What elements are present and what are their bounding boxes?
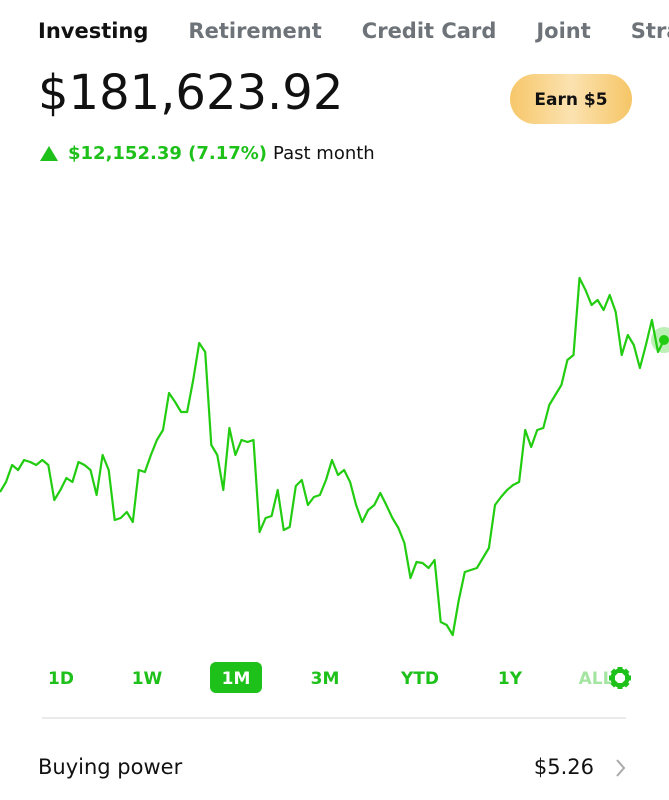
range-button[interactable]: 1D xyxy=(48,669,74,689)
chevron xyxy=(616,759,626,777)
settings-icon[interactable] xyxy=(609,667,631,689)
account-tab[interactable]: Strategies xyxy=(631,19,669,43)
gear-ring xyxy=(610,668,630,688)
change-amount: $12,152.39 (7.17%) xyxy=(68,143,267,164)
account-tab[interactable]: Credit Card xyxy=(362,19,497,43)
range-button[interactable]: YTD xyxy=(400,669,439,689)
account-tab[interactable]: Investing xyxy=(38,19,148,43)
price-line xyxy=(0,276,665,637)
account-tab[interactable]: Joint xyxy=(534,19,590,43)
earn-button-label: Earn $5 xyxy=(534,90,607,110)
range-button[interactable]: 1Y xyxy=(498,669,523,689)
range-button[interactable]: 1W xyxy=(132,669,163,689)
account-tab[interactable]: Retirement xyxy=(188,19,321,43)
range-button[interactable]: 1M xyxy=(222,669,251,689)
range-button[interactable]: 3M xyxy=(311,669,340,689)
balance: $181,623.92 xyxy=(38,65,343,121)
buying-power-label: Buying power xyxy=(38,755,183,779)
current-point xyxy=(659,335,669,345)
buying-power-row[interactable]: Buying power $5.26 xyxy=(38,755,626,779)
buying-power-value: $5.26 xyxy=(534,755,594,779)
up-arrow xyxy=(40,146,58,161)
range-button[interactable]: ALL xyxy=(579,669,614,689)
change-period: Past month xyxy=(273,143,375,164)
earn-button-bg xyxy=(510,74,632,124)
range-selected-bg xyxy=(210,662,262,693)
earn-button[interactable]: Earn $5 xyxy=(510,74,632,124)
